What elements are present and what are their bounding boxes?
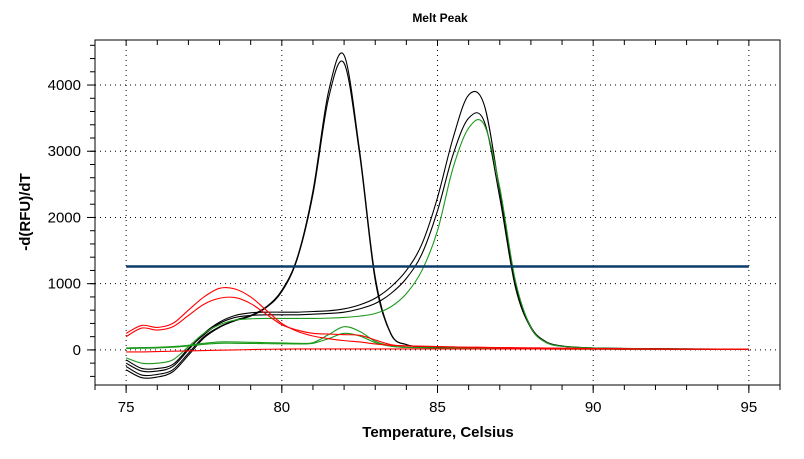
y-tick-label: 2000 [48, 209, 81, 226]
x-tick-label: 75 [118, 399, 135, 416]
y-tick-label: 4000 [48, 77, 81, 94]
chart-title: Melt Peak [412, 11, 468, 25]
series-group [125, 52, 749, 379]
x-tick-label: 90 [585, 399, 602, 416]
y-tick-label: 1000 [48, 276, 81, 293]
x-tick-label: 85 [429, 399, 446, 416]
x-tick-label: 80 [273, 399, 290, 416]
plot-frame [94, 39, 781, 386]
series-line-red-3 [126, 348, 749, 353]
y-tick-label: 0 [73, 342, 81, 359]
grid [95, 40, 780, 385]
y-axis-label: -d(RFU)/dT [17, 173, 34, 250]
series-line-red-1 [125, 287, 749, 350]
y-tick-label: 3000 [48, 143, 81, 160]
axis-ticks: 75 80 85 90 95 0 1000 2000 3000 4000 [48, 40, 781, 416]
x-axis-label: Temperature, Celsius [362, 424, 513, 441]
x-tick-label: 95 [741, 399, 758, 416]
